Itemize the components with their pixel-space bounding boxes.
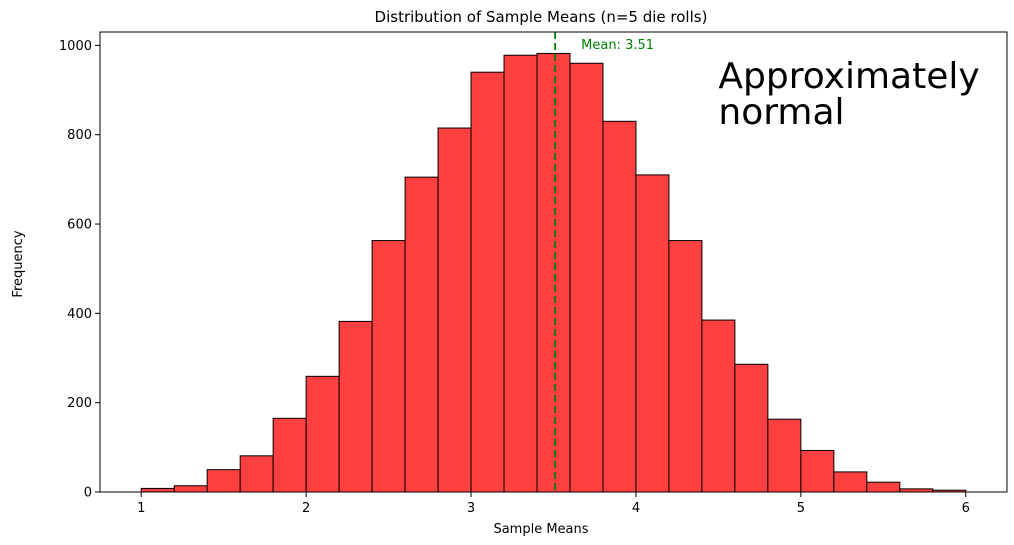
histogram-bar [173, 485, 208, 493]
histogram-bar [437, 127, 472, 493]
histogram-bar [767, 418, 802, 493]
histogram-bar [371, 240, 406, 493]
plot-area-frame [99, 31, 1008, 493]
histogram-bar [206, 469, 241, 493]
histogram-bar [701, 319, 736, 493]
y-tick-label: 200 [67, 396, 92, 411]
histogram-bar [668, 240, 703, 493]
y-tick-label: 1000 [59, 39, 92, 54]
x-axis-label: Sample Means [493, 522, 588, 537]
histogram-bar [239, 455, 274, 493]
y-axis-label: Frequency [11, 230, 26, 297]
histogram-bar [338, 320, 373, 493]
x-tick-label: 2 [302, 501, 310, 516]
x-tick-label: 4 [632, 501, 640, 516]
mean-label: Mean: 3.51 [581, 38, 654, 53]
x-tick-label: 3 [467, 501, 475, 516]
x-axis: 1 2 3 4 5 6 [137, 492, 970, 516]
histogram-bar [866, 481, 901, 493]
histogram-bar [404, 176, 439, 493]
histogram-bar [635, 174, 670, 493]
histogram-bar [569, 62, 604, 493]
approximately-normal-annotation: Approximately normal [718, 56, 979, 133]
annotation-line: normal [718, 92, 844, 133]
histogram-bar [833, 471, 868, 493]
y-tick-label: 400 [67, 307, 92, 322]
histogram-bar [734, 363, 769, 493]
x-tick-label: 5 [797, 501, 805, 516]
annotation-line: Approximately [718, 56, 979, 97]
histogram-bar [272, 417, 307, 493]
histogram-bar [470, 71, 505, 493]
histogram-bar [503, 54, 538, 493]
histogram-bar [800, 449, 835, 493]
y-tick-label: 0 [84, 486, 92, 501]
y-axis: 0 200 400 600 800 1000 [59, 39, 100, 501]
histogram-bar [536, 52, 571, 493]
x-tick-label: 1 [137, 501, 145, 516]
x-tick-label: 6 [962, 501, 970, 516]
histogram-bar [140, 487, 175, 493]
histogram-bar [602, 120, 637, 493]
histogram-bar [305, 375, 340, 493]
y-tick-label: 600 [67, 218, 92, 233]
y-tick-label: 800 [67, 128, 92, 143]
bars-group [140, 52, 967, 493]
chart-title: Distribution of Sample Means (n=5 die ro… [375, 8, 708, 26]
